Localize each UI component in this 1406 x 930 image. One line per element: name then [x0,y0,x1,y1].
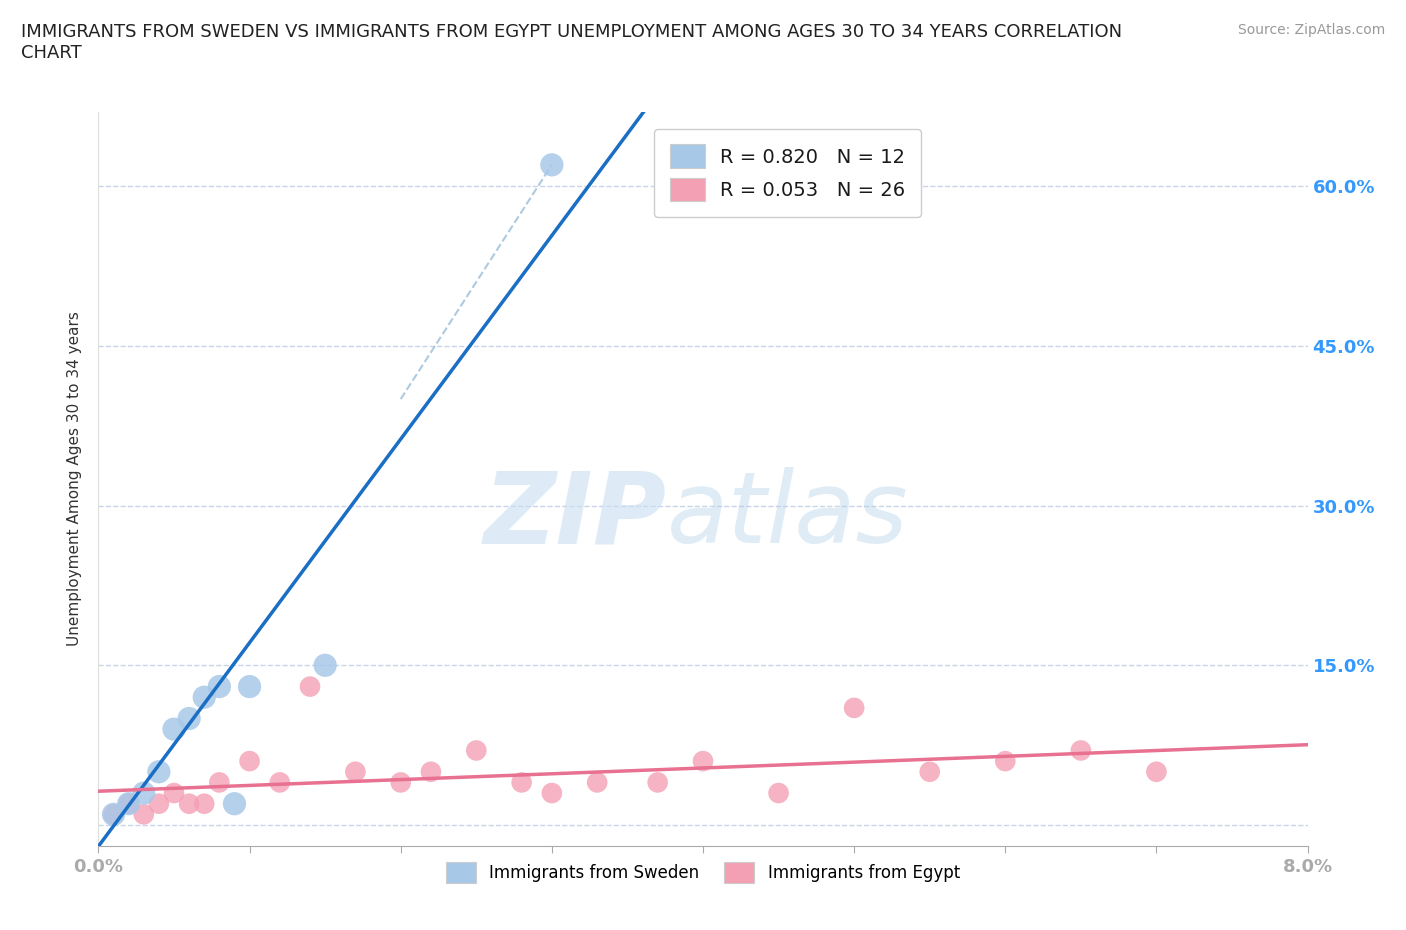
Point [586,775,609,790]
Point [465,743,488,758]
Point [540,786,562,801]
Point [844,700,866,715]
Point [540,157,562,172]
Point [118,796,141,811]
Text: Source: ZipAtlas.com: Source: ZipAtlas.com [1237,23,1385,37]
Point [918,764,941,779]
Point [179,796,201,811]
Point [132,807,155,822]
Point [420,764,443,779]
Text: IMMIGRANTS FROM SWEDEN VS IMMIGRANTS FROM EGYPT UNEMPLOYMENT AMONG AGES 30 TO 34: IMMIGRANTS FROM SWEDEN VS IMMIGRANTS FRO… [21,23,1122,62]
Point [239,753,262,768]
Point [269,775,291,790]
Point [994,753,1017,768]
Point [103,807,125,822]
Point [163,722,186,737]
Point [208,679,231,694]
Point [103,807,125,822]
Point [193,796,215,811]
Point [510,775,533,790]
Point [132,786,155,801]
Point [148,796,170,811]
Point [239,679,262,694]
Point [148,764,170,779]
Point [389,775,412,790]
Point [299,679,322,694]
Point [224,796,246,811]
Legend: Immigrants from Sweden, Immigrants from Egypt: Immigrants from Sweden, Immigrants from … [439,856,967,889]
Text: atlas: atlas [666,467,908,565]
Point [344,764,367,779]
Point [1146,764,1168,779]
Point [179,711,201,726]
Y-axis label: Unemployment Among Ages 30 to 34 years: Unemployment Among Ages 30 to 34 years [67,312,83,646]
Point [768,786,790,801]
Text: ZIP: ZIP [484,467,666,565]
Point [314,658,336,672]
Point [1070,743,1092,758]
Point [163,786,186,801]
Point [208,775,231,790]
Point [692,753,714,768]
Point [647,775,669,790]
Point [118,796,141,811]
Point [193,690,215,705]
